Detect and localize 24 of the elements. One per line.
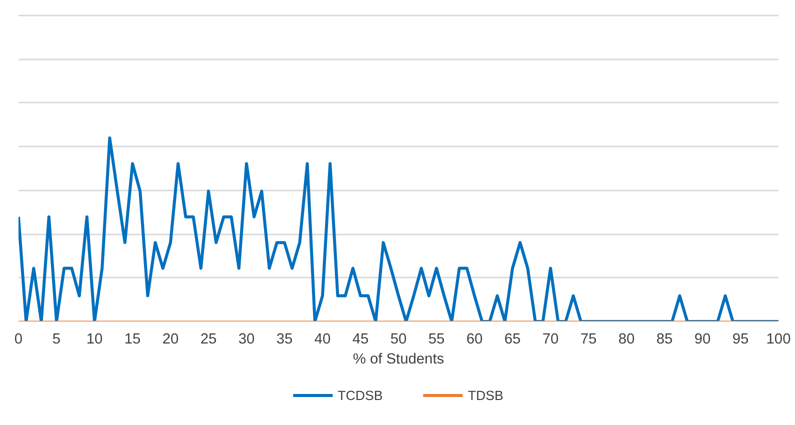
legend-label: TCDSB: [338, 388, 383, 402]
x-tick-label: 100: [766, 332, 791, 348]
x-tick-label: 10: [86, 332, 103, 348]
legend-label: TDSB: [468, 388, 504, 402]
x-tick-label: 55: [428, 332, 445, 348]
x-tick-label: 90: [694, 332, 711, 348]
x-tick-label: 30: [238, 332, 255, 348]
x-tick-label: 80: [618, 332, 635, 348]
x-tick-label: 15: [124, 332, 141, 348]
x-axis-title: % of Students: [352, 352, 444, 368]
x-tick-label: 35: [276, 332, 293, 348]
x-tick-label: 70: [542, 332, 559, 348]
x-tick-label: 75: [580, 332, 597, 348]
x-tick-label: 60: [466, 332, 483, 348]
x-tick-label: 85: [656, 332, 673, 348]
x-tick-label: 95: [732, 332, 749, 348]
x-tick-label: 45: [352, 332, 369, 348]
x-tick-label: 5: [52, 332, 61, 348]
x-tick-label: 20: [162, 332, 179, 348]
x-tick-label: 50: [390, 332, 407, 348]
x-tick-label: 25: [200, 332, 217, 348]
x-tick-label: 0: [14, 332, 23, 348]
x-tick-label: 65: [504, 332, 521, 348]
x-tick-label: 40: [314, 332, 331, 348]
